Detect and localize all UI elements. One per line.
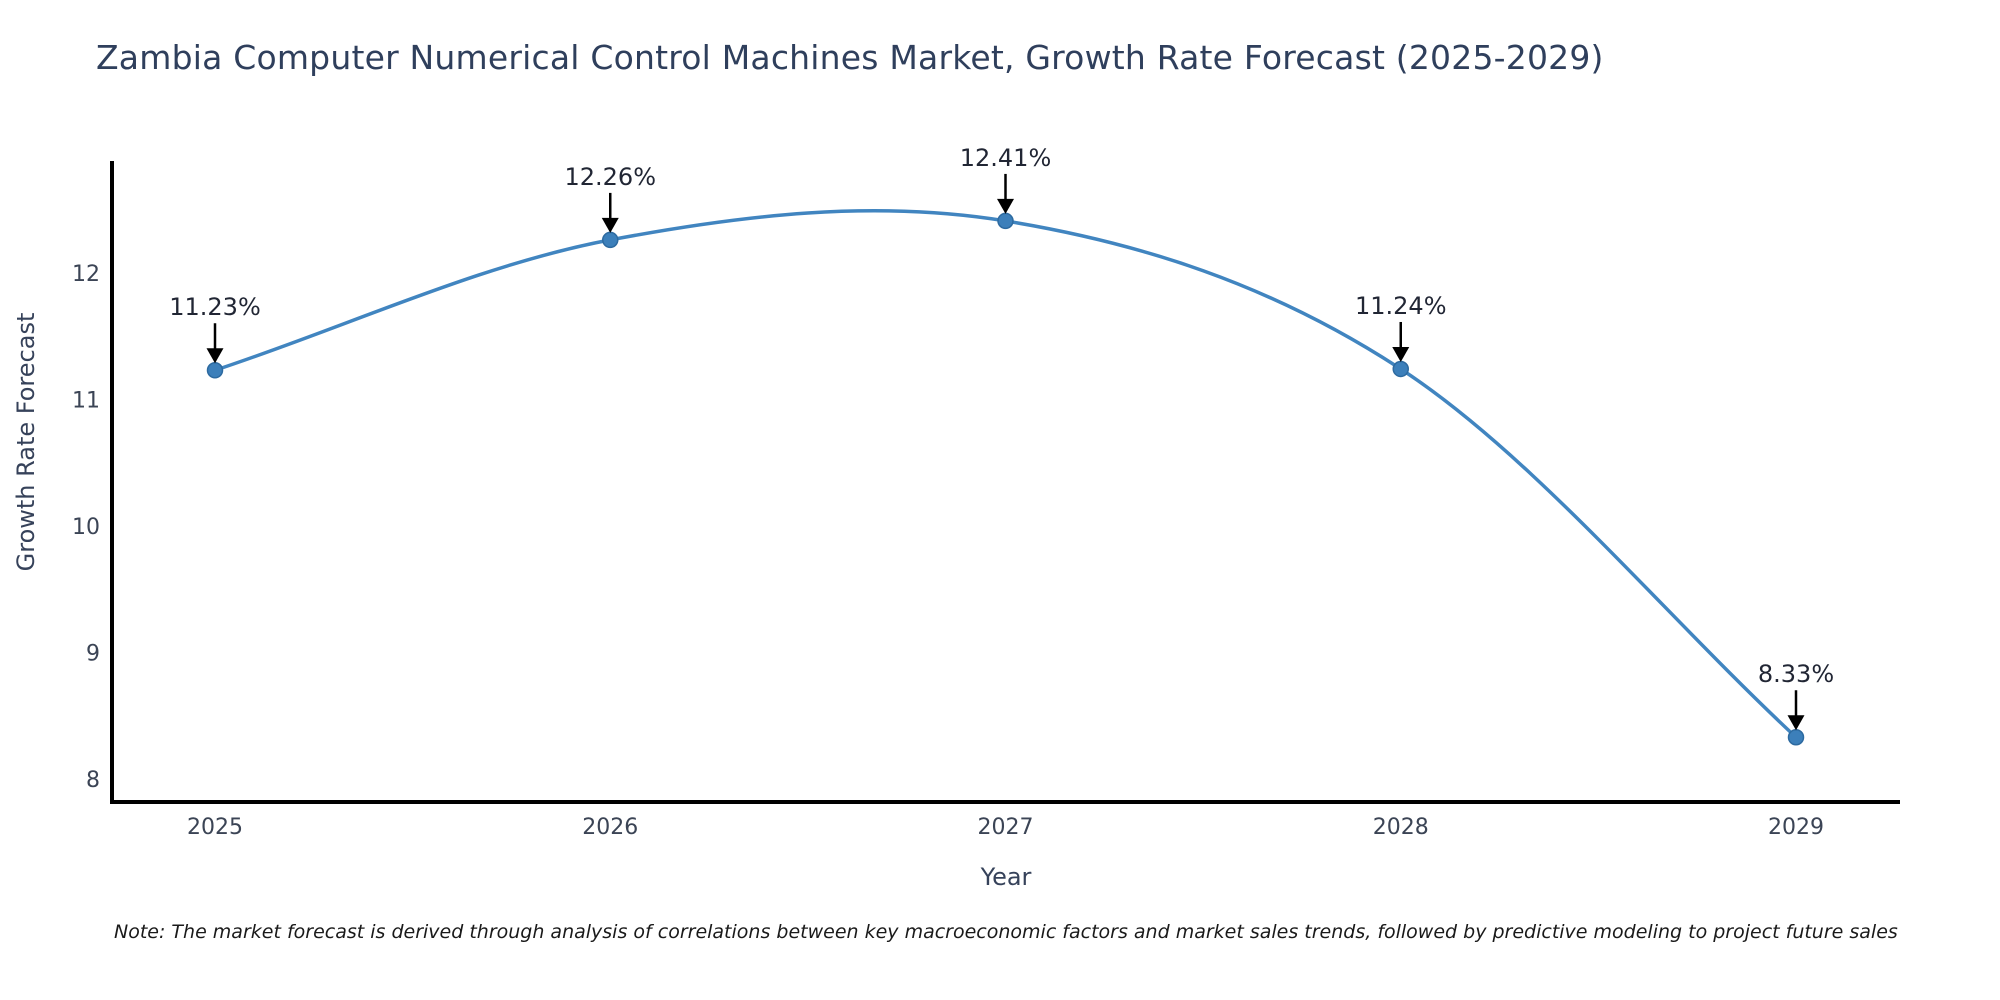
annotation-arrow-head: [1787, 715, 1805, 731]
y-tick-label: 10: [72, 515, 100, 540]
chart-title: Zambia Computer Numerical Control Machin…: [96, 38, 1604, 77]
annotation-label: 11.24%: [1355, 292, 1447, 320]
y-tick-label: 12: [72, 262, 100, 287]
curve-path: [213, 208, 1798, 739]
y-tick-label: 8: [86, 768, 100, 793]
x-tick-label: 2029: [1768, 815, 1824, 840]
x-tick-label: 2026: [582, 815, 638, 840]
x-tick-label: 2028: [1373, 815, 1429, 840]
data-point-marker: [1787, 728, 1805, 746]
annotation-arrow-head: [997, 198, 1014, 214]
data-point-marker: [206, 361, 224, 379]
data-point-marker: [997, 212, 1014, 230]
y-tick-label: 11: [72, 388, 100, 413]
footnote: Note: The market forecast is derived thr…: [114, 921, 1898, 943]
annotation-arrow-head: [206, 348, 224, 364]
x-tick-label: 2025: [187, 815, 243, 840]
axis-spine: [110, 161, 1900, 804]
x-tick-label: 2027: [978, 815, 1034, 840]
data-point-marker: [1392, 360, 1409, 378]
annotation-arrow-head: [601, 217, 619, 233]
annotation-label: 8.33%: [1758, 660, 1834, 688]
annotation-arrow-head: [1392, 346, 1410, 362]
annotation-label: 11.23%: [169, 293, 261, 321]
annotation-label: 12.26%: [564, 163, 656, 191]
data-point-marker: [602, 231, 619, 249]
annotation-label: 12.41%: [960, 144, 1052, 172]
y-tick-label: 9: [86, 641, 100, 666]
x-axis-label: Year: [980, 863, 1032, 891]
